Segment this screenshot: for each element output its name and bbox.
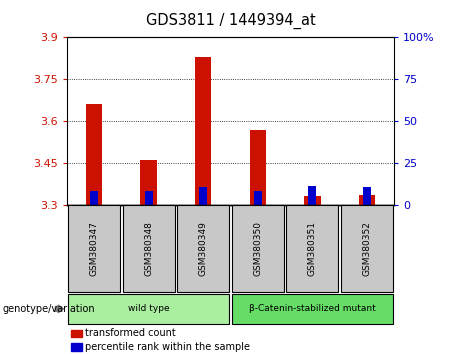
Text: genotype/variation: genotype/variation	[2, 304, 95, 314]
Text: GSM380350: GSM380350	[253, 221, 262, 276]
Bar	[86, 104, 102, 205]
Bar	[359, 195, 375, 205]
Text: β-Catenin-stabilized mutant: β-Catenin-stabilized mutant	[249, 304, 376, 313]
Text: GSM380349: GSM380349	[199, 221, 208, 276]
Bar	[308, 186, 316, 205]
Text: GSM380348: GSM380348	[144, 221, 153, 276]
Bar	[199, 187, 207, 205]
Text: wild type: wild type	[128, 304, 170, 313]
Bar	[304, 195, 320, 205]
Text: GSM380352: GSM380352	[362, 221, 372, 276]
Bar	[363, 187, 371, 205]
Text: percentile rank within the sample: percentile rank within the sample	[85, 342, 250, 352]
Bar	[249, 130, 266, 205]
Text: GSM380347: GSM380347	[89, 221, 99, 276]
Bar	[254, 191, 262, 205]
Bar	[141, 160, 157, 205]
Text: GSM380351: GSM380351	[308, 221, 317, 276]
Text: transformed count: transformed count	[85, 329, 176, 338]
Bar	[195, 57, 212, 205]
Bar	[145, 191, 153, 205]
Bar	[90, 191, 98, 205]
Text: GDS3811 / 1449394_at: GDS3811 / 1449394_at	[146, 12, 315, 29]
